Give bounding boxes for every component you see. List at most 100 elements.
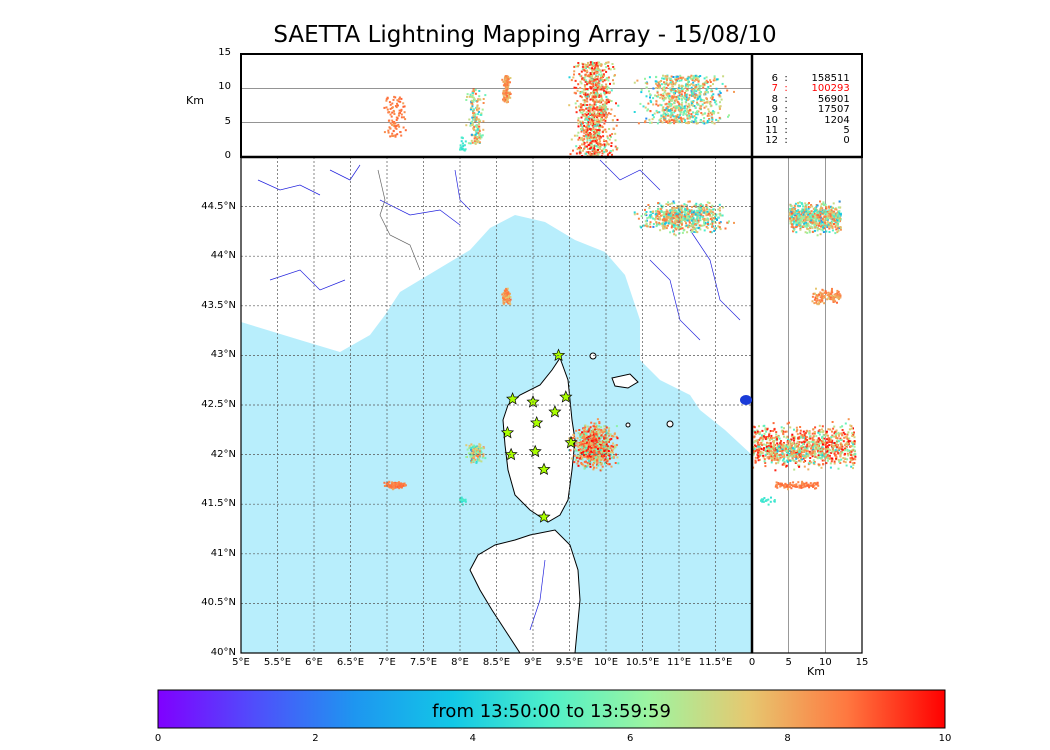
lightning-source-point bbox=[476, 118, 479, 121]
lightning-source-point bbox=[502, 99, 505, 102]
lightning-source-point bbox=[593, 443, 596, 446]
lightning-source-point bbox=[572, 433, 575, 436]
lightning-source-point bbox=[598, 94, 601, 96]
lightning-source-point bbox=[795, 214, 798, 217]
lightning-source-point bbox=[812, 221, 815, 224]
lightning-source-point bbox=[469, 93, 472, 96]
lightning-source-point bbox=[592, 105, 595, 108]
lightning-source-point bbox=[670, 88, 673, 91]
lightning-source-point bbox=[596, 463, 599, 466]
lightning-source-point bbox=[596, 114, 599, 117]
lightning-source-point bbox=[708, 118, 711, 121]
lightning-source-point bbox=[677, 221, 680, 224]
lightning-source-point bbox=[830, 451, 833, 454]
lightning-source-point bbox=[714, 100, 717, 103]
lightning-source-point bbox=[509, 81, 511, 84]
lightning-source-point bbox=[596, 64, 599, 67]
map-panel bbox=[241, 157, 752, 653]
lightning-source-point bbox=[669, 203, 672, 206]
lightning-source-point bbox=[697, 76, 700, 79]
lightning-source-point bbox=[836, 224, 839, 227]
lightning-source-point bbox=[593, 445, 596, 448]
lightning-source-point bbox=[654, 218, 657, 221]
lightning-source-point bbox=[600, 112, 603, 114]
lightning-source-point bbox=[832, 213, 835, 216]
lightning-source-point bbox=[586, 455, 589, 458]
lightning-source-point bbox=[617, 462, 620, 465]
lightning-source-point bbox=[675, 115, 678, 118]
lightning-source-point bbox=[699, 104, 702, 107]
lightning-source-point bbox=[593, 138, 596, 141]
lightning-source-point bbox=[389, 486, 392, 489]
lightning-source-point bbox=[697, 83, 700, 86]
lightning-source-point bbox=[573, 65, 576, 68]
lightning-source-point bbox=[679, 218, 682, 221]
lightning-source-point bbox=[397, 481, 400, 484]
lightning-source-point bbox=[656, 214, 659, 217]
lightning-source-point bbox=[703, 83, 706, 86]
lightning-source-point bbox=[838, 210, 841, 213]
lightning-source-point bbox=[704, 81, 707, 84]
lightning-source-point bbox=[580, 75, 583, 78]
lightning-source-point bbox=[599, 86, 602, 89]
lightning-source-point bbox=[591, 116, 594, 119]
lightning-source-point bbox=[816, 227, 819, 230]
lightning-source-point bbox=[694, 96, 696, 99]
lightning-source-point bbox=[462, 145, 465, 147]
lightning-source-point bbox=[678, 210, 681, 213]
lightning-source-point bbox=[605, 439, 608, 442]
lightning-source-point bbox=[713, 112, 715, 115]
lightning-source-point bbox=[666, 217, 669, 220]
lightning-source-point bbox=[580, 122, 583, 125]
lightning-source-point bbox=[579, 433, 582, 436]
lightning-source-point bbox=[698, 86, 701, 88]
lightning-source-point bbox=[816, 204, 819, 207]
lightning-source-point bbox=[474, 113, 477, 116]
lightning-source-point bbox=[593, 150, 596, 153]
lightning-source-point bbox=[695, 116, 698, 119]
lightning-source-point bbox=[703, 224, 706, 227]
lightning-source-point bbox=[676, 224, 679, 226]
lightning-source-point bbox=[713, 99, 716, 101]
lightning-source-point bbox=[816, 294, 819, 297]
lightning-source-point bbox=[819, 212, 822, 214]
lightning-source-point bbox=[691, 206, 694, 208]
lightning-source-point bbox=[610, 100, 613, 102]
lightning-source-point bbox=[591, 137, 594, 140]
lightning-source-point bbox=[683, 210, 685, 213]
lightning-source-point bbox=[805, 210, 808, 213]
lightning-source-point bbox=[820, 212, 823, 215]
lightning-source-point bbox=[710, 94, 713, 97]
lightning-source-point bbox=[472, 108, 475, 111]
lightning-source-point bbox=[603, 139, 605, 142]
lightning-source-point bbox=[583, 131, 586, 133]
lightning-source-point bbox=[506, 81, 509, 84]
lightning-source-point bbox=[759, 458, 761, 461]
lightning-source-point bbox=[724, 227, 727, 230]
lightning-source-point bbox=[817, 224, 820, 227]
lightning-source-point bbox=[610, 136, 612, 138]
lightning-source-point bbox=[604, 117, 607, 120]
lightning-source-point bbox=[708, 202, 711, 204]
lightning-source-point bbox=[609, 447, 612, 450]
lightning-source-point bbox=[585, 465, 588, 468]
lightning-source-point bbox=[666, 215, 668, 218]
lightning-source-point bbox=[681, 218, 683, 221]
lightning-source-point bbox=[650, 213, 653, 216]
lightning-source-point bbox=[610, 456, 613, 459]
lightning-source-point bbox=[393, 134, 396, 137]
lightning-source-point bbox=[585, 435, 588, 437]
lightning-source-point bbox=[506, 77, 509, 80]
lightning-source-point bbox=[696, 101, 699, 104]
lightning-source-point bbox=[711, 220, 714, 223]
lightning-source-point bbox=[663, 117, 665, 120]
lightning-source-point bbox=[478, 95, 481, 98]
lightning-source-point bbox=[605, 77, 608, 80]
lightning-source-point bbox=[694, 76, 697, 79]
lightning-source-point bbox=[657, 210, 660, 213]
lightning-source-point bbox=[579, 86, 582, 89]
lightning-source-point bbox=[799, 222, 802, 225]
lightning-source-point bbox=[693, 204, 696, 207]
lightning-source-point bbox=[817, 211, 820, 214]
lightning-source-point bbox=[608, 138, 611, 141]
